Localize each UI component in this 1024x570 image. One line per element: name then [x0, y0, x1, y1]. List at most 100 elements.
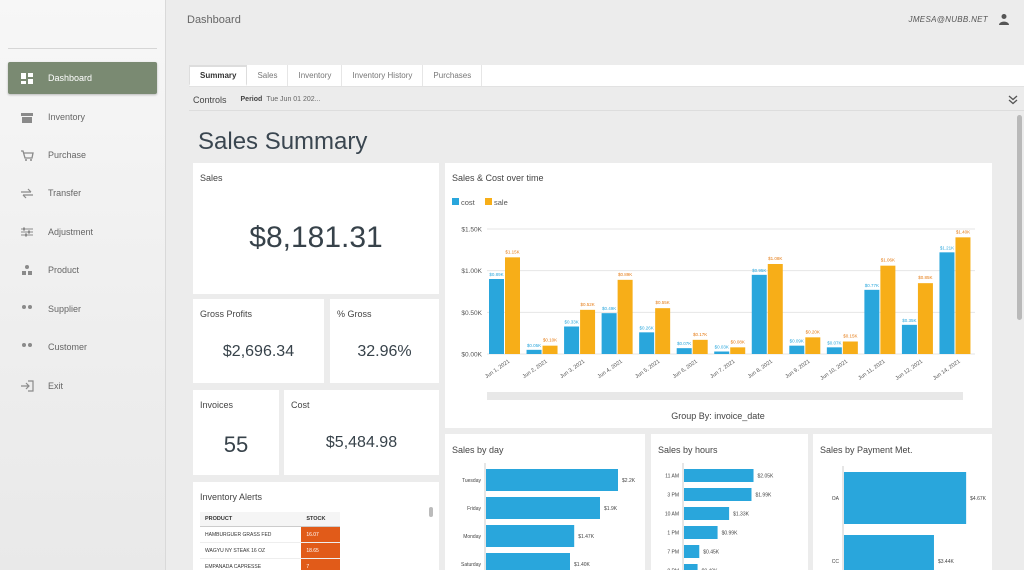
bar[interactable] — [684, 526, 718, 539]
bar-sale[interactable] — [955, 237, 971, 354]
bar-sale[interactable] — [842, 341, 858, 355]
tab-inventory-history[interactable]: Inventory History — [342, 65, 424, 86]
bar[interactable] — [684, 469, 754, 482]
legend-label-sale[interactable]: sale — [494, 198, 508, 207]
table-row[interactable]: WAGYU NY STEAK 16 OZ 18.65 — [200, 542, 340, 559]
period-value[interactable]: Tue Jun 01 202... — [266, 96, 321, 103]
page-scrollbar[interactable] — [1017, 115, 1022, 320]
sidebar-item-product[interactable]: Product — [8, 254, 157, 286]
bar-cost[interactable] — [676, 348, 692, 354]
bar[interactable] — [684, 545, 700, 558]
bar-sale[interactable] — [880, 265, 896, 354]
chevron-down-icon[interactable] — [1008, 95, 1018, 105]
tab-summary[interactable]: Summary — [189, 65, 248, 86]
bar-sale[interactable] — [617, 279, 633, 354]
chart-zoom-scrollbar[interactable] — [487, 392, 963, 400]
sidebar-item-dashboard[interactable]: Dashboard — [8, 62, 157, 94]
sidebar-item-inventory[interactable]: Inventory — [8, 101, 157, 133]
bar-cost[interactable] — [489, 279, 504, 354]
bar-cost[interactable] — [864, 289, 880, 354]
bar-sale[interactable] — [730, 347, 746, 354]
chart-title: Sales by Payment Met. — [820, 445, 913, 455]
bar[interactable] — [684, 507, 730, 520]
bar-cost[interactable] — [901, 324, 917, 354]
sales-value: $8,181.31 — [249, 221, 383, 254]
bar-sale[interactable] — [767, 264, 783, 354]
sidebar-item-customer[interactable]: Customer — [8, 331, 157, 363]
sliders-icon — [20, 226, 34, 238]
data-label-cost: $0.05K — [527, 343, 541, 348]
invoices-value: 55 — [223, 432, 249, 457]
bar-cost[interactable] — [939, 252, 955, 354]
bar[interactable] — [486, 497, 600, 519]
table-row[interactable]: HAMBURGUER GRASS FED 16.07 — [200, 526, 340, 543]
sales-cost-chart[interactable]: Sales & Cost over time cost sale $0.00K $0.5… — [445, 163, 992, 428]
tab-sales[interactable]: Sales — [247, 65, 289, 86]
tab-bar: Summary Sales Inventory Inventory Histor… — [189, 65, 1024, 87]
bar-cost[interactable] — [564, 326, 580, 355]
data-label: $1.9K — [604, 506, 618, 512]
table-row[interactable]: EMPANADA CAPRESSE 7 — [200, 558, 340, 570]
transfer-icon — [20, 187, 34, 199]
bar[interactable] — [684, 564, 698, 570]
gross-profits-value: $2,696.34 — [222, 343, 295, 360]
bar[interactable] — [486, 469, 618, 491]
data-label: $1.33K — [733, 512, 750, 518]
bar-sale[interactable] — [580, 309, 596, 354]
customer-icon — [20, 341, 34, 353]
sidebar-item-exit[interactable]: Exit — [8, 370, 157, 402]
user-icon[interactable] — [998, 13, 1010, 25]
x-tick-label: Jun 14, 2021 — [932, 359, 962, 382]
sales-by-day-chart[interactable]: Sales by day Tuesday $2.2K Friday $1.9K Monda… — [445, 434, 645, 570]
bar[interactable] — [844, 535, 934, 570]
x-tick-label: Jun 12, 2021 — [895, 359, 925, 382]
bar-sale[interactable] — [542, 345, 558, 354]
bar-cost[interactable] — [751, 274, 767, 354]
bar-sale[interactable] — [692, 339, 708, 354]
bar-cost[interactable] — [826, 347, 842, 354]
user-email[interactable]: JMESA@NUBB.NET — [908, 15, 988, 24]
data-label-cost: $0.33K — [564, 320, 578, 325]
data-label: $0.99K — [722, 531, 739, 537]
data-label-sale: $0.89K — [618, 272, 632, 277]
bar-cost[interactable] — [639, 332, 655, 354]
controls-bar[interactable]: Controls Period Tue Jun 01 202... — [189, 89, 1024, 111]
column-header-product[interactable]: PRODUCT — [200, 512, 302, 527]
bar-cost[interactable] — [601, 313, 617, 354]
legend-swatch-cost[interactable] — [452, 198, 459, 205]
bar[interactable] — [486, 553, 570, 570]
bar-sale[interactable] — [655, 308, 671, 354]
legend-label-cost[interactable]: cost — [461, 198, 476, 207]
sales-by-hours-chart[interactable]: Sales by hours 11 AM $2.05K 3 PM $1.99K 10 AM… — [651, 434, 808, 570]
tab-purchases[interactable]: Purchases — [423, 65, 483, 86]
sidebar: Dashboard Inventory Purchase Transfer Adjust… — [0, 0, 166, 570]
bar[interactable] — [486, 525, 575, 547]
bar-cost[interactable] — [714, 351, 730, 355]
bar-sale[interactable] — [917, 283, 933, 354]
stock-cell: 7 — [301, 558, 340, 570]
bar[interactable] — [844, 472, 967, 524]
data-label-sale: $0.20K — [806, 329, 820, 334]
sales-by-payment-chart[interactable]: Sales by Payment Met. OA $4.67K CC $3.44K — [813, 434, 992, 570]
sidebar-item-adjustment[interactable]: Adjustment — [8, 216, 157, 248]
sidebar-item-supplier[interactable]: Supplier — [8, 293, 157, 325]
product-cell: WAGYU NY STEAK 16 OZ — [200, 542, 302, 559]
bar-cost[interactable] — [789, 345, 805, 354]
supplier-icon — [20, 303, 34, 315]
bar[interactable] — [684, 488, 752, 501]
data-label-cost: $1.21K — [940, 245, 954, 250]
product-cell: HAMBURGUER GRASS FED — [200, 526, 302, 543]
product-icon — [20, 264, 34, 276]
tab-inventory[interactable]: Inventory — [288, 65, 343, 86]
alerts-scrollbar[interactable] — [429, 507, 433, 517]
sidebar-item-transfer[interactable]: Transfer — [8, 177, 157, 209]
legend-swatch-sale[interactable] — [485, 198, 492, 205]
data-label-sale: $1.15K — [505, 249, 519, 254]
category-label: 8 PM — [667, 569, 679, 570]
page-header-title: Dashboard — [187, 14, 241, 26]
sidebar-item-purchase[interactable]: Purchase — [8, 139, 157, 171]
bar-sale[interactable] — [505, 257, 520, 354]
column-header-stock[interactable]: STOCK — [301, 512, 340, 527]
bar-cost[interactable] — [526, 349, 542, 354]
bar-sale[interactable] — [805, 337, 821, 354]
